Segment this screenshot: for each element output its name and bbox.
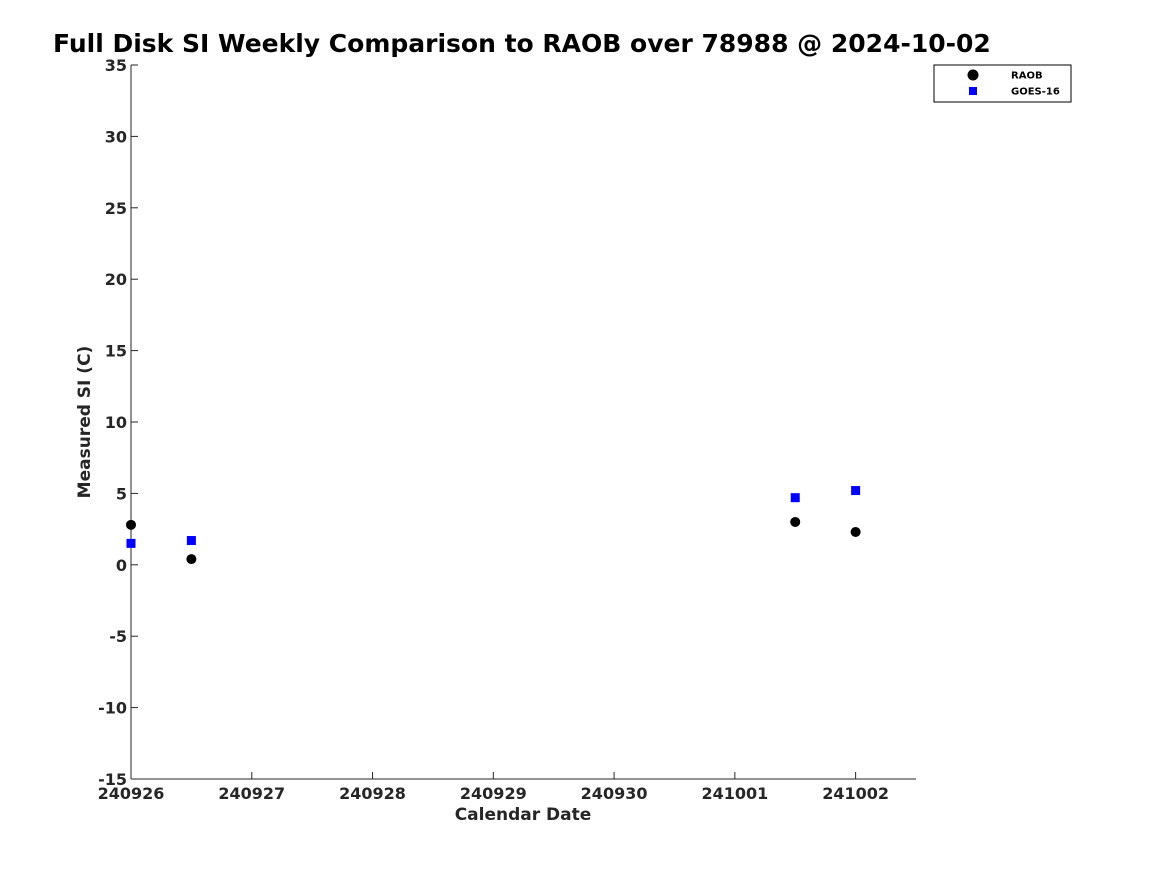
goes-16-point bbox=[186, 536, 196, 546]
legend-box bbox=[933, 64, 1072, 103]
plot-frame bbox=[130, 65, 916, 780]
y-axis-ticks: -15 -10 -5 0 5 10 15 20 25 30 35 bbox=[98, 56, 138, 789]
y-tick-label: -10 bbox=[98, 699, 127, 718]
x-axis-ticks: 240926 240927 240928 240929 240930 241001 2410… bbox=[98, 772, 889, 803]
y-tick-label: 35 bbox=[105, 56, 127, 75]
x-tick-label: 241001 bbox=[701, 784, 768, 803]
x-tick-label: 240929 bbox=[460, 784, 527, 803]
raob-point bbox=[790, 516, 801, 527]
y-tick-label: -15 bbox=[98, 770, 127, 789]
y-tick-label: 15 bbox=[105, 342, 127, 361]
x-tick-label: 240930 bbox=[581, 784, 648, 803]
legend-label: RAOB bbox=[1011, 71, 1043, 82]
y-tick-label: 20 bbox=[105, 270, 127, 289]
chart-title: Full Disk SI Weekly Comparison to RAOB o… bbox=[53, 29, 991, 58]
y-tick-label: 25 bbox=[105, 199, 127, 218]
legend-raob-marker bbox=[967, 69, 979, 81]
y-axis-label: Measured SI (C) bbox=[75, 346, 95, 499]
raob-point bbox=[186, 554, 197, 565]
x-tick-label: 241002 bbox=[822, 784, 889, 803]
x-tick-label: 240927 bbox=[218, 784, 285, 803]
x-axis-label: Calendar Date bbox=[455, 805, 592, 825]
raob-point bbox=[126, 519, 136, 530]
y-tick-label: 0 bbox=[116, 556, 127, 575]
goes-16-point bbox=[126, 538, 136, 548]
x-tick-label: 240926 bbox=[98, 784, 165, 803]
goes-16-point bbox=[790, 493, 800, 503]
y-tick-label: 30 bbox=[105, 127, 127, 146]
y-tick-label: 5 bbox=[116, 484, 127, 503]
legend-label: GOES-16 bbox=[1011, 87, 1060, 98]
goes-16-point bbox=[851, 486, 861, 496]
legend-goes-16-marker bbox=[969, 87, 977, 95]
y-tick-label: -5 bbox=[109, 627, 127, 646]
y-tick-label: 10 bbox=[105, 413, 127, 432]
raob-point bbox=[850, 526, 861, 537]
data-points bbox=[126, 486, 861, 565]
x-tick-label: 240928 bbox=[339, 784, 406, 803]
legend: RAOB GOES-16 bbox=[933, 64, 1072, 103]
